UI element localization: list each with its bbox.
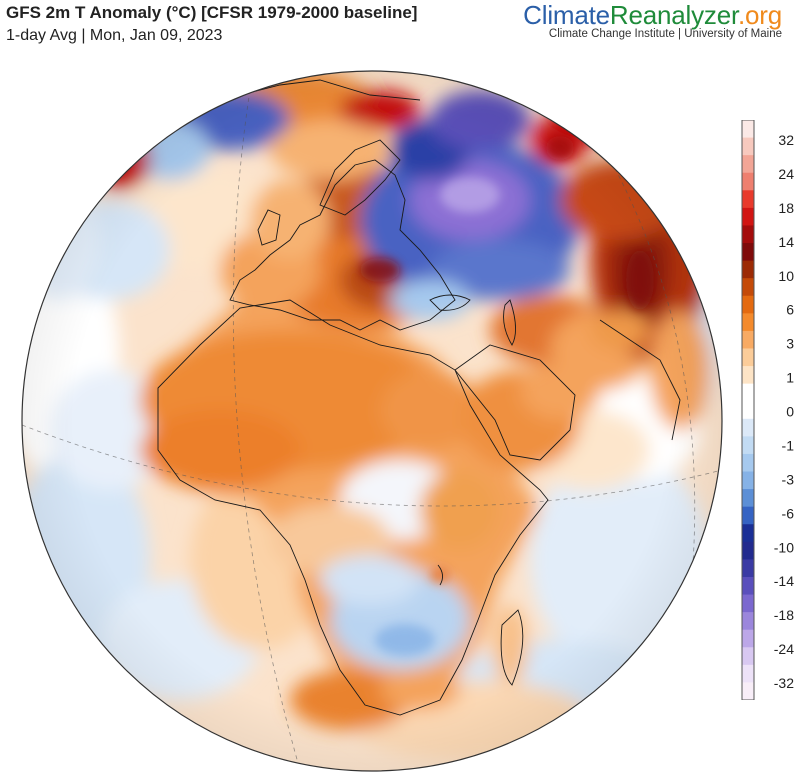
legend-tick-label: 10 [778,268,794,284]
legend-band [742,120,754,139]
legend-band [742,576,754,596]
legend-band [742,348,754,367]
legend-band [742,207,754,226]
legend-band [742,155,754,174]
legend-band [742,489,754,508]
legend-tick-label: -3 [782,471,795,487]
legend-band [742,260,754,279]
legend-band [742,366,754,385]
legend-tick-label: 18 [778,200,794,216]
legend-band [742,559,754,578]
legend-tick-label: 6 [786,302,794,318]
brand-name-part1: Climate [523,0,610,30]
globe-outline [21,70,723,772]
legend-tick-label: 3 [786,336,794,352]
chart-title: GFS 2m T Anomaly (°C) [CFSR 1979-2000 ba… [6,3,418,22]
legend-band [742,506,754,525]
legend-tick-label: 24 [778,166,794,182]
brand-name-part2: Reanalyzer [609,0,738,30]
legend-band [742,172,754,191]
legend-band [742,612,754,631]
legend-band [742,629,754,648]
legend-band [742,436,754,455]
legend-tick-label: 0 [786,404,794,420]
legend-tick-label: -14 [774,573,794,589]
legend-band [742,594,754,613]
legend-tick-label: -24 [774,641,794,657]
legend-band [742,295,754,314]
legend-band [742,418,754,437]
legend-band [742,524,754,543]
brand-logo[interactable]: ClimateReanalyzer.org Climate Change Ins… [523,0,782,40]
legend-band [742,453,754,473]
brand-name: ClimateReanalyzer.org [523,0,782,31]
legend-color-bar [742,120,754,700]
legend-band [742,330,754,349]
legend-band [742,137,754,156]
legend-band [742,313,754,332]
legend-band [742,647,754,666]
legend-band [742,190,754,209]
legend-band [742,401,754,420]
legend-tick-label: 1 [786,370,794,386]
legend-tick-label: -18 [774,607,794,623]
legend-band [742,541,754,560]
legend-band [742,682,754,700]
brand-affiliation: Climate Change Institute | University of… [548,28,782,40]
chart-subtitle: 1-day Avg | Mon, Jan 09, 2023 [6,27,223,44]
legend-tick-label: -32 [774,675,794,691]
legend-band [742,243,754,262]
legend-tick-label: -1 [782,437,795,453]
legend-tick-label: -10 [774,539,794,555]
legend-tick-label: 14 [778,234,794,250]
legend-band [742,225,754,244]
legend-band [742,664,754,683]
legend-border [741,120,755,700]
legend-tick-label: 32 [778,132,794,148]
legend-tick-label: -6 [782,505,795,521]
legend-band [742,383,754,402]
legend-band [742,471,754,490]
brand-name-part3: .org [737,0,782,30]
legend-band [742,278,754,297]
